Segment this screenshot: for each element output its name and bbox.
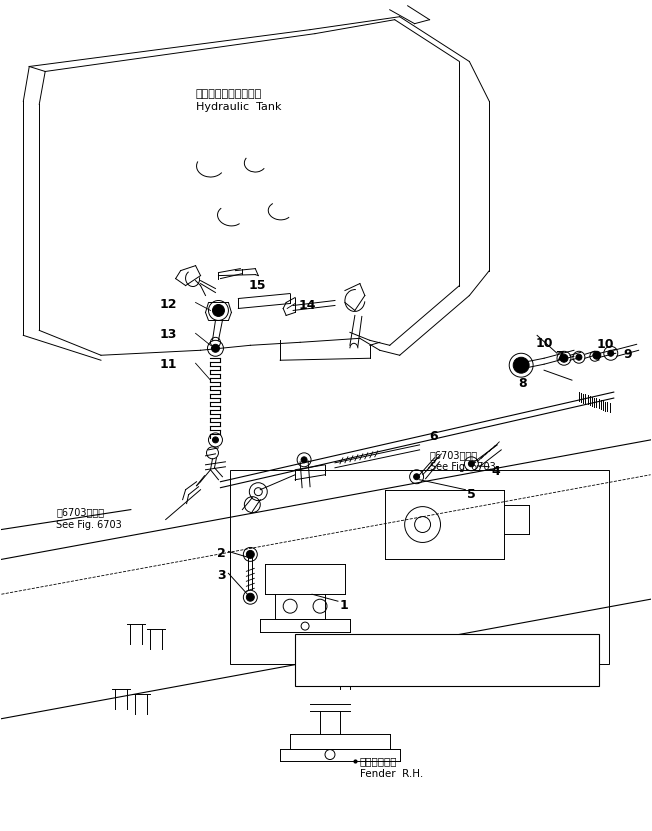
Circle shape bbox=[513, 357, 529, 373]
Circle shape bbox=[576, 354, 582, 360]
Text: ハイドロリックタンク: ハイドロリックタンク bbox=[196, 90, 262, 100]
Text: Serial  No.  50001～51759: Serial No. 50001～51759 bbox=[305, 655, 437, 665]
Circle shape bbox=[593, 352, 601, 359]
Circle shape bbox=[468, 461, 475, 467]
Circle shape bbox=[246, 550, 254, 558]
Text: 9: 9 bbox=[624, 348, 632, 361]
Circle shape bbox=[246, 593, 254, 601]
Circle shape bbox=[213, 304, 224, 317]
Text: 14: 14 bbox=[298, 298, 316, 312]
Bar bbox=[230, 470, 609, 664]
Text: 12: 12 bbox=[159, 297, 177, 311]
Text: 8: 8 bbox=[518, 377, 527, 391]
Text: 1: 1 bbox=[340, 599, 349, 612]
Circle shape bbox=[301, 457, 307, 463]
Text: 11: 11 bbox=[159, 358, 177, 371]
Bar bbox=[295, 634, 599, 686]
Circle shape bbox=[560, 354, 568, 362]
Text: フェンダ　右: フェンダ 右 bbox=[360, 756, 397, 766]
Text: See Fig. 6703: See Fig. 6703 bbox=[430, 462, 496, 472]
Text: 7: 7 bbox=[555, 351, 564, 363]
Text: 5: 5 bbox=[467, 488, 476, 501]
Text: 3: 3 bbox=[217, 569, 226, 583]
Text: 10: 10 bbox=[597, 338, 614, 352]
Circle shape bbox=[211, 344, 220, 352]
Circle shape bbox=[608, 351, 614, 356]
Text: 15: 15 bbox=[248, 278, 266, 292]
Text: Fender  R.H.: Fender R.H. bbox=[360, 770, 423, 779]
Text: 2: 2 bbox=[216, 548, 226, 560]
Text: 第6703図参照: 第6703図参照 bbox=[56, 508, 104, 518]
Text: 6: 6 bbox=[430, 430, 438, 443]
Circle shape bbox=[413, 474, 420, 479]
Text: 適用号機: 適用号機 bbox=[305, 641, 330, 651]
Text: 10: 10 bbox=[535, 337, 553, 351]
Circle shape bbox=[213, 437, 218, 443]
Text: 第6703図参照: 第6703図参照 bbox=[430, 450, 478, 460]
Text: 4: 4 bbox=[492, 465, 500, 478]
Text: 13: 13 bbox=[159, 328, 177, 342]
Text: See Fig. 6703: See Fig. 6703 bbox=[56, 519, 122, 529]
Text: Hydraulic  Tank: Hydraulic Tank bbox=[196, 102, 281, 112]
